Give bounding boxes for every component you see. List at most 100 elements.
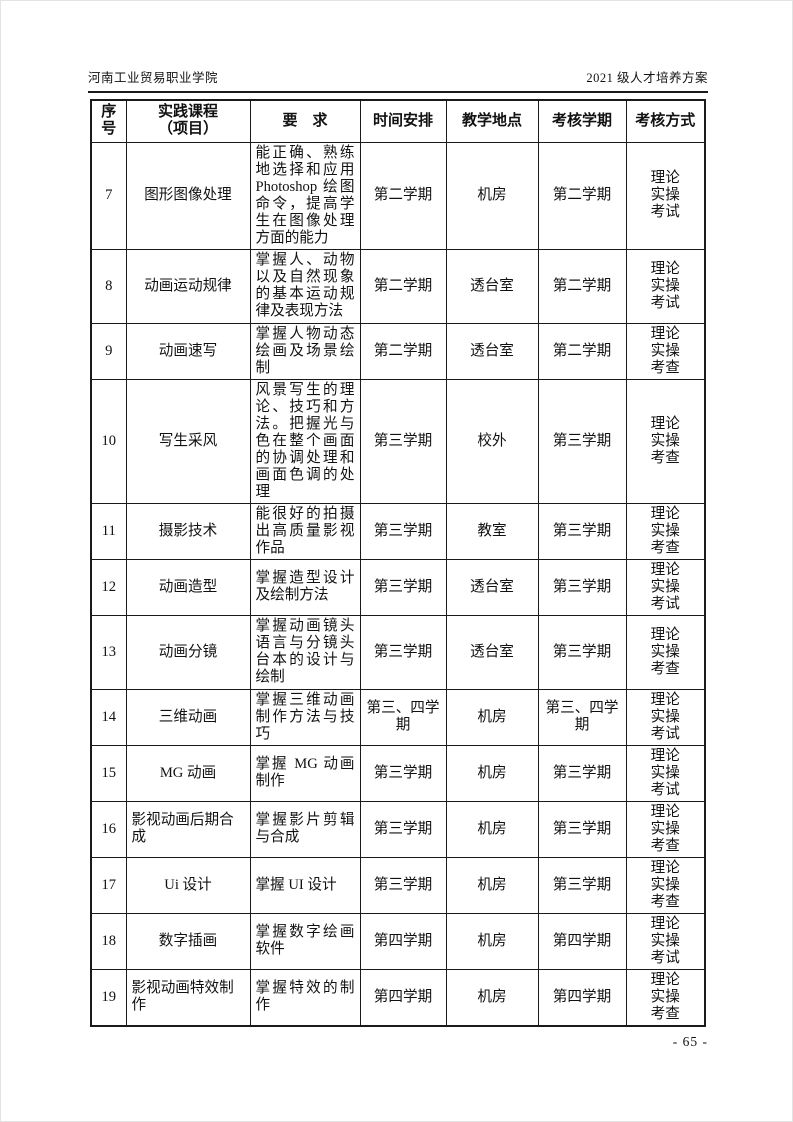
table-row: 15 MG 动画 掌握 MG 动画制作 第三学期 机房 第三学期 理论 实操 考…	[90, 744, 706, 802]
cell-location: 透台室	[445, 248, 539, 324]
document-header: 河南工业贸易职业学院 2021 级人才培养方案	[88, 67, 708, 93]
cell-requirement: 掌握 MG 动画制作	[249, 744, 361, 802]
col-header-no: 序 号	[90, 99, 127, 143]
table-row: 8 动画运动规律 掌握人、动物以及自然现象的基本运动规律及表现方法 第二学期 透…	[90, 248, 706, 324]
table-row: 16 影视动画后期合成 掌握影片剪辑与合成 第三学期 机房 第三学期 理论 实操…	[90, 800, 706, 858]
cell-course: 动画速写	[125, 322, 251, 380]
cell-no: 18	[90, 912, 127, 970]
cell-location: 机房	[445, 141, 539, 250]
cell-course: 动画分镜	[125, 614, 251, 690]
table-row: 7 图形图像处理 能正确、熟练地选择和应用 Photoshop 绘图命令，提高学…	[90, 141, 706, 250]
cell-course: 影视动画后期合成	[125, 800, 251, 858]
cell-requirement: 掌握特效的制作	[249, 968, 361, 1026]
cell-course: 数字插画	[125, 912, 251, 970]
cell-semester: 第二学期	[537, 248, 627, 324]
cell-time: 第三学期	[359, 744, 447, 802]
cell-time: 第二学期	[359, 248, 447, 324]
cell-course: 动画运动规律	[125, 248, 251, 324]
cell-time: 第二学期	[359, 141, 447, 250]
cell-time: 第四学期	[359, 912, 447, 970]
cell-requirement: 掌握数字绘画软件	[249, 912, 361, 970]
cell-course: 写生采风	[125, 378, 251, 504]
cell-no: 12	[90, 558, 127, 616]
cell-course: 摄影技术	[125, 502, 251, 560]
table-row: 17 Ui 设计 掌握 UI 设计 第三学期 机房 第三学期 理论 实操 考查	[90, 856, 706, 914]
cell-course: 图形图像处理	[125, 141, 251, 250]
cell-semester: 第三、四学期	[537, 688, 627, 746]
cell-course: MG 动画	[125, 744, 251, 802]
cell-course: 动画造型	[125, 558, 251, 616]
table-row: 12 动画造型 掌握造型设计及绘制方法 第三学期 透台室 第三学期 理论 实操 …	[90, 558, 706, 616]
table-row: 19 影视动画特效制作 掌握特效的制作 第四学期 机房 第四学期 理论 实操 考…	[90, 968, 706, 1026]
practice-course-table: 序 号 实践课程 （项目） 要 求 时间安排 教学地点 考核学期 考核方式 7 …	[90, 99, 706, 1027]
cell-method: 理论 实操 考试	[625, 688, 706, 746]
cell-semester: 第二学期	[537, 141, 627, 250]
cell-course: 影视动画特效制作	[125, 968, 251, 1026]
cell-method: 理论 实操 考查	[625, 322, 706, 380]
cell-semester: 第三学期	[537, 378, 627, 504]
table-row: 9 动画速写 掌握人物动态绘画及场景绘制 第二学期 透台室 第二学期 理论 实操…	[90, 322, 706, 380]
col-header-method: 考核方式	[625, 99, 706, 143]
header-school-name: 河南工业贸易职业学院	[88, 71, 219, 85]
col-header-location: 教学地点	[445, 99, 539, 143]
cell-method: 理论 实操 考试	[625, 558, 706, 616]
cell-no: 7	[90, 141, 127, 250]
cell-semester: 第三学期	[537, 614, 627, 690]
cell-location: 机房	[445, 912, 539, 970]
cell-semester: 第三学期	[537, 856, 627, 914]
cell-semester: 第四学期	[537, 968, 627, 1026]
cell-semester: 第三学期	[537, 558, 627, 616]
cell-time: 第三学期	[359, 558, 447, 616]
table-row: 18 数字插画 掌握数字绘画软件 第四学期 机房 第四学期 理论 实操 考试	[90, 912, 706, 970]
cell-location: 透台室	[445, 614, 539, 690]
cell-requirement: 掌握造型设计及绘制方法	[249, 558, 361, 616]
cell-no: 9	[90, 322, 127, 380]
table-row: 14 三维动画 掌握三维动画制作方法与技巧 第三、四学期 机房 第三、四学期 理…	[90, 688, 706, 746]
cell-location: 机房	[445, 856, 539, 914]
cell-semester: 第二学期	[537, 322, 627, 380]
cell-location: 透台室	[445, 558, 539, 616]
cell-semester: 第三学期	[537, 744, 627, 802]
cell-location: 透台室	[445, 322, 539, 380]
cell-method: 理论 实操 考查	[625, 856, 706, 914]
cell-course: 三维动画	[125, 688, 251, 746]
cell-requirement: 掌握人物动态绘画及场景绘制	[249, 322, 361, 380]
cell-time: 第三学期	[359, 614, 447, 690]
cell-time: 第二学期	[359, 322, 447, 380]
cell-time: 第三学期	[359, 856, 447, 914]
cell-location: 机房	[445, 744, 539, 802]
cell-method: 理论 实操 考查	[625, 502, 706, 560]
table-row: 13 动画分镜 掌握动画镜头语言与分镜头台本的设计与绘制 第三学期 透台室 第三…	[90, 614, 706, 690]
cell-requirement: 能正确、熟练地选择和应用 Photoshop 绘图命令，提高学生在图像处理方面的…	[249, 141, 361, 250]
col-header-time: 时间安排	[359, 99, 447, 143]
cell-no: 10	[90, 378, 127, 504]
cell-location: 校外	[445, 378, 539, 504]
cell-requirement: 掌握动画镜头语言与分镜头台本的设计与绘制	[249, 614, 361, 690]
cell-method: 理论 实操 考试	[625, 248, 706, 324]
cell-requirement: 掌握人、动物以及自然现象的基本运动规律及表现方法	[249, 248, 361, 324]
table-row: 10 写生采风 风景写生的理论、技巧和方法。把握光与色在整个画面的协调处理和画面…	[90, 378, 706, 504]
table-container: 序 号 实践课程 （项目） 要 求 时间安排 教学地点 考核学期 考核方式 7 …	[90, 99, 706, 1027]
cell-method: 理论 实操 考查	[625, 968, 706, 1026]
page-number: - 65 -	[672, 1034, 708, 1049]
cell-requirement: 掌握影片剪辑与合成	[249, 800, 361, 858]
cell-method: 理论 实操 考查	[625, 800, 706, 858]
cell-requirement: 能很好的拍摄出高质量影视作品	[249, 502, 361, 560]
cell-method: 理论 实操 考查	[625, 614, 706, 690]
cell-time: 第三学期	[359, 800, 447, 858]
cell-no: 11	[90, 502, 127, 560]
cell-method: 理论 实操 考试	[625, 912, 706, 970]
col-header-semester: 考核学期	[537, 99, 627, 143]
cell-no: 16	[90, 800, 127, 858]
header-plan-title: 2021 级人才培养方案	[586, 71, 708, 85]
cell-requirement: 风景写生的理论、技巧和方法。把握光与色在整个画面的协调处理和画面色调的处理	[249, 378, 361, 504]
table-header-row: 序 号 实践课程 （项目） 要 求 时间安排 教学地点 考核学期 考核方式	[90, 99, 706, 143]
cell-method: 理论 实操 考试	[625, 141, 706, 250]
cell-time: 第三学期	[359, 502, 447, 560]
cell-semester: 第三学期	[537, 502, 627, 560]
cell-location: 机房	[445, 800, 539, 858]
table-row: 11 摄影技术 能很好的拍摄出高质量影视作品 第三学期 教室 第三学期 理论 实…	[90, 502, 706, 560]
cell-requirement: 掌握三维动画制作方法与技巧	[249, 688, 361, 746]
cell-method: 理论 实操 考查	[625, 378, 706, 504]
